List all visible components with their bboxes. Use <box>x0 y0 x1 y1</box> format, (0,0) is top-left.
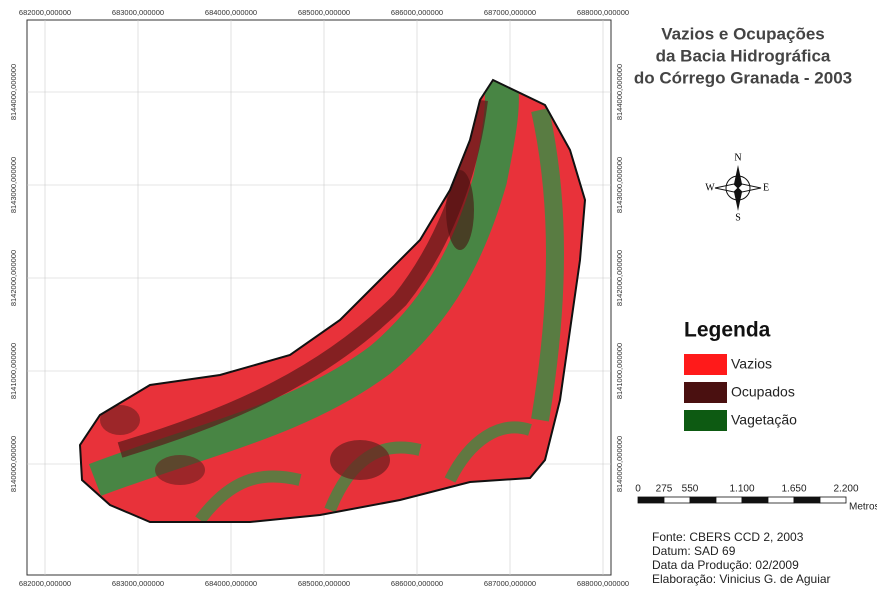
x-coordinate: 683000,000000 <box>112 8 164 17</box>
compass-letter: S <box>735 212 741 223</box>
compass-letter: W <box>705 182 715 193</box>
scale-label: 2.200 <box>833 484 858 495</box>
y-coordinate: 8144000,000000 <box>9 64 18 120</box>
scale-segment <box>690 497 716 503</box>
x-coordinate: 684000,000000 <box>205 579 257 588</box>
x-coordinate: 686000,000000 <box>391 8 443 17</box>
scale-label: 0 <box>635 484 641 495</box>
x-coordinate: 685000,000000 <box>298 8 350 17</box>
y-coordinate: 8143000,000000 <box>9 157 18 213</box>
x-coordinate: 687000,000000 <box>484 8 536 17</box>
map-title: do Córrego Granada - 2003 <box>634 68 852 87</box>
scale-unit: Metros <box>849 502 877 513</box>
scale-label: 1.650 <box>781 484 806 495</box>
x-coordinate: 683000,000000 <box>112 579 164 588</box>
scale-label: 1.100 <box>729 484 754 495</box>
y-coordinate: 8140000,000000 <box>9 436 18 492</box>
x-coordinate: 688000,000000 <box>577 8 629 17</box>
y-coordinate: 8144000,000000 <box>615 64 624 120</box>
scale-segment <box>742 497 768 503</box>
legend-title: Legenda <box>684 319 771 342</box>
scale-segment <box>768 497 794 503</box>
x-coordinate: 687000,000000 <box>484 579 536 588</box>
legend-label: Vazios <box>731 356 772 372</box>
map-title: Vazios e Ocupações <box>661 24 824 43</box>
map-title: da Bacia Hidrográfica <box>656 46 831 65</box>
credit: Datum: SAD 69 <box>652 544 736 558</box>
x-coordinate: 682000,000000 <box>19 579 71 588</box>
scale-bar: 0 275 550 1.100 1.650 2.200 Metros <box>635 484 877 513</box>
legend-swatch <box>684 354 727 375</box>
compass-letter: N <box>734 152 741 163</box>
scale-segment <box>716 497 742 503</box>
map-page: 682000,000000 682000,000000 683000,000000 6… <box>0 0 877 592</box>
credit: Elaboração: Vinicius G. de Aguiar <box>652 572 831 586</box>
scale-segment <box>638 497 664 503</box>
compass-letter: E <box>763 182 769 193</box>
x-coordinate: 684000,000000 <box>205 8 257 17</box>
x-coordinate: 688000,000000 <box>577 579 629 588</box>
y-coordinate: 8141000,000000 <box>615 343 624 399</box>
credit: Fonte: CBERS CCD 2, 2003 <box>652 530 804 544</box>
credit: Data da Produção: 02/2009 <box>652 558 799 572</box>
y-coordinate: 8141000,000000 <box>9 343 18 399</box>
y-coordinate: 8140000,000000 <box>615 436 624 492</box>
y-coordinate: 8142000,000000 <box>615 250 624 306</box>
x-coordinate: 686000,000000 <box>391 579 443 588</box>
legend-label: Vagetação <box>731 412 797 428</box>
scale-label: 275 <box>656 484 673 495</box>
legend-swatch <box>684 382 727 403</box>
y-coordinate: 8143000,000000 <box>615 157 624 213</box>
scale-segment <box>820 497 846 503</box>
compass <box>715 165 761 211</box>
scale-segment <box>794 497 820 503</box>
legend-swatch <box>684 410 727 431</box>
legend-label: Ocupados <box>731 384 795 400</box>
x-coordinate: 685000,000000 <box>298 579 350 588</box>
scale-segment <box>664 497 690 503</box>
y-coordinate: 8142000,000000 <box>9 250 18 306</box>
scale-label: 550 <box>682 484 699 495</box>
x-coordinate: 682000,000000 <box>19 8 71 17</box>
